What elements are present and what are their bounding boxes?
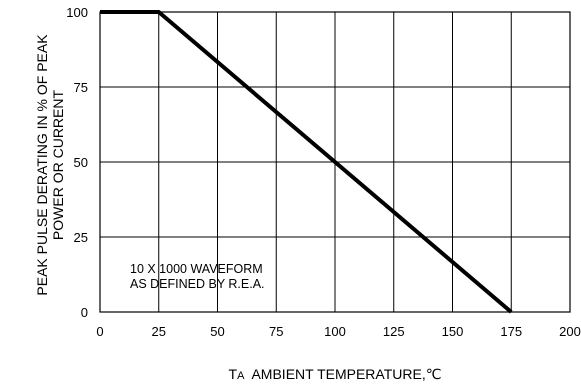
x-tick-label: 100 [324,324,346,339]
x-tick-label: 200 [559,324,581,339]
x-tick-label: 175 [500,324,522,339]
plot-area-frame [99,11,571,313]
x-axis-label: TA AMBIENT TEMPERATURE,℃ [100,366,570,384]
y-tick-label: 100 [66,5,88,20]
annotation-line-2: AS DEFINED BY R.E.A. [130,277,265,291]
y-axis-label-line-2: POWER OR CURRENT [50,89,66,240]
y-axis-label-line-1: PEAK PULSE DERATING IN % OF PEAK [34,33,50,296]
y-tick-label: 75 [74,80,88,95]
y-tick-label: 0 [81,305,88,320]
tick-labels: 0 25 50 75 100 125 150 175 200 0 25 50 75 100 [66,5,581,339]
annotation-line-1: 10 X 1000 WAVEFORM [130,262,263,276]
x-tick-label: 150 [442,324,464,339]
waveform-annotation: 10 X 1000 WAVEFORM AS DEFINED BY R.E.A. [130,262,265,292]
x-axis-label-text: AMBIENT TEMPERATURE,℃ [251,366,442,382]
x-tick-label: 50 [210,324,224,339]
x-tick-label: 125 [383,324,405,339]
y-tick-label: 50 [74,155,88,170]
x-axis-label-subscript: A [237,370,245,382]
x-tick-label: 25 [152,324,166,339]
x-tick-label: 0 [96,324,103,339]
x-axis-label-symbol: T [228,366,238,382]
y-tick-label: 25 [74,230,88,245]
y-axis-label: PEAK PULSE DERATING IN % OF PEAK POWER O… [6,22,94,307]
x-tick-label: 75 [269,324,283,339]
